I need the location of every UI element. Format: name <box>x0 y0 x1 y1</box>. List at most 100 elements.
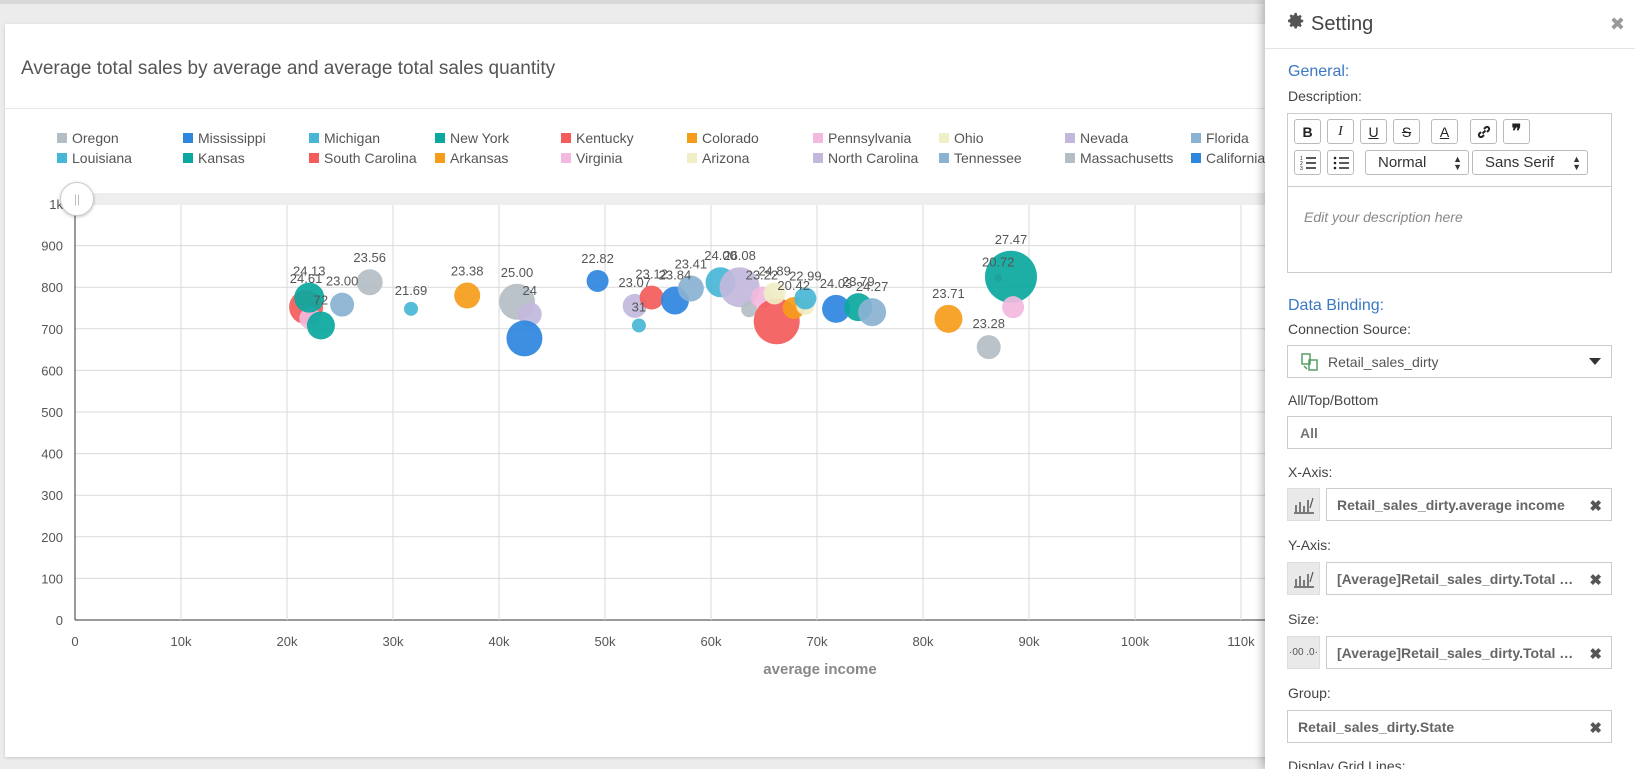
heading-select[interactable]: Normal ▲ ▼ <box>1365 150 1469 175</box>
number-format-icon[interactable]: ·00 .0· <box>1287 636 1320 669</box>
bubble-point[interactable] <box>454 282 481 309</box>
close-icon[interactable]: ✖ <box>1609 14 1625 34</box>
data-label: 31 <box>632 299 646 314</box>
y-tick-label: 0 <box>56 613 63 628</box>
legend-item[interactable]: Michigan <box>309 130 380 146</box>
bubble-point[interactable] <box>763 282 786 305</box>
remove-size-icon[interactable]: ✖ <box>1589 646 1602 663</box>
data-label: 23.12 <box>635 267 668 282</box>
bubble-point[interactable] <box>976 335 1001 360</box>
legend-swatch <box>183 133 193 143</box>
x-tick-label: 10k <box>171 634 192 649</box>
legend-label: Oregon <box>72 130 119 146</box>
description-input[interactable]: Edit your description here <box>1304 209 1463 225</box>
bubble-point[interactable] <box>1002 296 1025 319</box>
legend-label: Kansas <box>198 150 245 166</box>
legend-swatch <box>183 153 193 163</box>
chart-config-icon[interactable] <box>1287 488 1320 521</box>
legend-item[interactable]: California <box>1191 150 1265 166</box>
bubble-point[interactable] <box>741 301 758 318</box>
bubble-point[interactable] <box>306 311 335 340</box>
bubble-point[interactable] <box>294 282 325 313</box>
legend-item[interactable]: Arkansas <box>435 150 508 166</box>
remove-group-icon[interactable]: ✖ <box>1589 720 1602 737</box>
bubble-point[interactable] <box>586 269 609 292</box>
strikethrough-button[interactable]: S <box>1393 119 1420 144</box>
legend-item[interactable]: Virginia <box>561 150 622 166</box>
legend-item[interactable]: Florida <box>1191 130 1249 146</box>
all-top-bottom-input[interactable]: All <box>1287 416 1612 449</box>
legend-item[interactable]: Arizona <box>687 150 749 166</box>
x-tick-label: 90k <box>1019 634 1040 649</box>
x-axis-field[interactable]: Retail_sales_dirty.average income ✖ <box>1326 488 1612 521</box>
underline-button[interactable]: U <box>1360 119 1387 144</box>
font-select[interactable]: Sans Serif ▲ ▼ <box>1472 150 1588 175</box>
blockquote-button[interactable]: ❞ <box>1503 119 1530 144</box>
legend-swatch <box>1191 153 1201 163</box>
legend-item[interactable]: Mississippi <box>183 130 266 146</box>
group-field[interactable]: Retail_sales_dirty.State ✖ <box>1287 710 1612 743</box>
legend-item[interactable]: Massachusetts <box>1065 150 1173 166</box>
legend-item[interactable]: Tennessee <box>939 150 1022 166</box>
remove-x-axis-icon[interactable]: ✖ <box>1589 498 1602 515</box>
zoom-slider-track[interactable] <box>70 193 1295 205</box>
data-label: 27.47 <box>995 232 1028 247</box>
link-button[interactable] <box>1470 119 1497 144</box>
legend-label: Kentucky <box>576 130 634 146</box>
legend-item[interactable]: Colorado <box>687 130 759 146</box>
bubble-point[interactable] <box>631 318 646 333</box>
x-tick-label: 70k <box>807 634 828 649</box>
data-label: 23.79 <box>842 274 875 289</box>
x-tick-label: 110k <box>1227 634 1255 649</box>
legend-item[interactable]: Ohio <box>939 130 984 146</box>
remove-y-axis-icon[interactable]: ✖ <box>1589 572 1602 589</box>
chevron-down-icon <box>1589 358 1601 365</box>
size-value: [Average]Retail_sales_dirty.Total sa... <box>1337 644 1577 661</box>
connection-source-select[interactable]: Retail_sales_dirty <box>1287 345 1612 378</box>
bubble-point[interactable] <box>794 287 817 310</box>
legend-item[interactable]: Nevada <box>1065 130 1128 146</box>
bubble-point[interactable] <box>639 285 664 310</box>
bubble-point[interactable] <box>330 292 355 317</box>
ordered-list-icon: 123 <box>1300 156 1316 170</box>
bullet-list-button[interactable] <box>1327 150 1354 175</box>
legend-item[interactable]: Oregon <box>57 130 119 146</box>
legend-label: Arizona <box>702 150 750 166</box>
updown-icon: ▲ ▼ <box>1572 154 1581 172</box>
y-tick-label: 200 <box>41 530 63 545</box>
bubble-point[interactable] <box>858 298 887 327</box>
legend-item[interactable]: Pennsylvania <box>813 130 911 146</box>
chart-title: Average total sales by average and avera… <box>21 58 556 79</box>
legend-item[interactable]: Kentucky <box>561 130 634 146</box>
legend-label: Colorado <box>702 130 759 146</box>
bubble-point[interactable] <box>506 320 543 357</box>
bubble-point[interactable] <box>934 304 963 333</box>
legend-item[interactable]: North Carolina <box>813 150 918 166</box>
bold-button[interactable]: B <box>1294 119 1321 144</box>
y-axis-value: [Average]Retail_sales_dirty.Total Sa... <box>1337 570 1577 587</box>
zoom-slider-handle[interactable]: || <box>60 182 94 216</box>
size-field[interactable]: [Average]Retail_sales_dirty.Total sa... … <box>1326 636 1612 669</box>
bubble-point[interactable] <box>719 267 760 308</box>
legend-item[interactable]: Louisiana <box>57 150 132 166</box>
legend-item[interactable]: South Carolina <box>309 150 417 166</box>
y-axis-field[interactable]: [Average]Retail_sales_dirty.Total Sa... … <box>1326 562 1612 595</box>
chart-config-icon[interactable] <box>1287 562 1320 595</box>
font-color-button[interactable]: A <box>1431 119 1458 144</box>
legend-label: Michigan <box>324 130 381 146</box>
bubble-point[interactable] <box>984 250 1037 303</box>
legend-label: California <box>1206 150 1266 166</box>
x-tick-label: 40k <box>489 634 510 649</box>
bubble-point[interactable] <box>677 275 704 302</box>
legend-item[interactable]: New York <box>435 130 509 146</box>
bubble-point[interactable] <box>404 301 419 316</box>
italic-button[interactable]: I <box>1327 119 1354 144</box>
y-tick-label: 900 <box>41 239 63 254</box>
legend-item[interactable]: Kansas <box>183 150 245 166</box>
heading-select-value: Normal <box>1378 154 1427 171</box>
bubble-point[interactable] <box>822 294 851 323</box>
bubble-point[interactable] <box>356 269 383 296</box>
bubble-point[interactable] <box>517 302 542 327</box>
